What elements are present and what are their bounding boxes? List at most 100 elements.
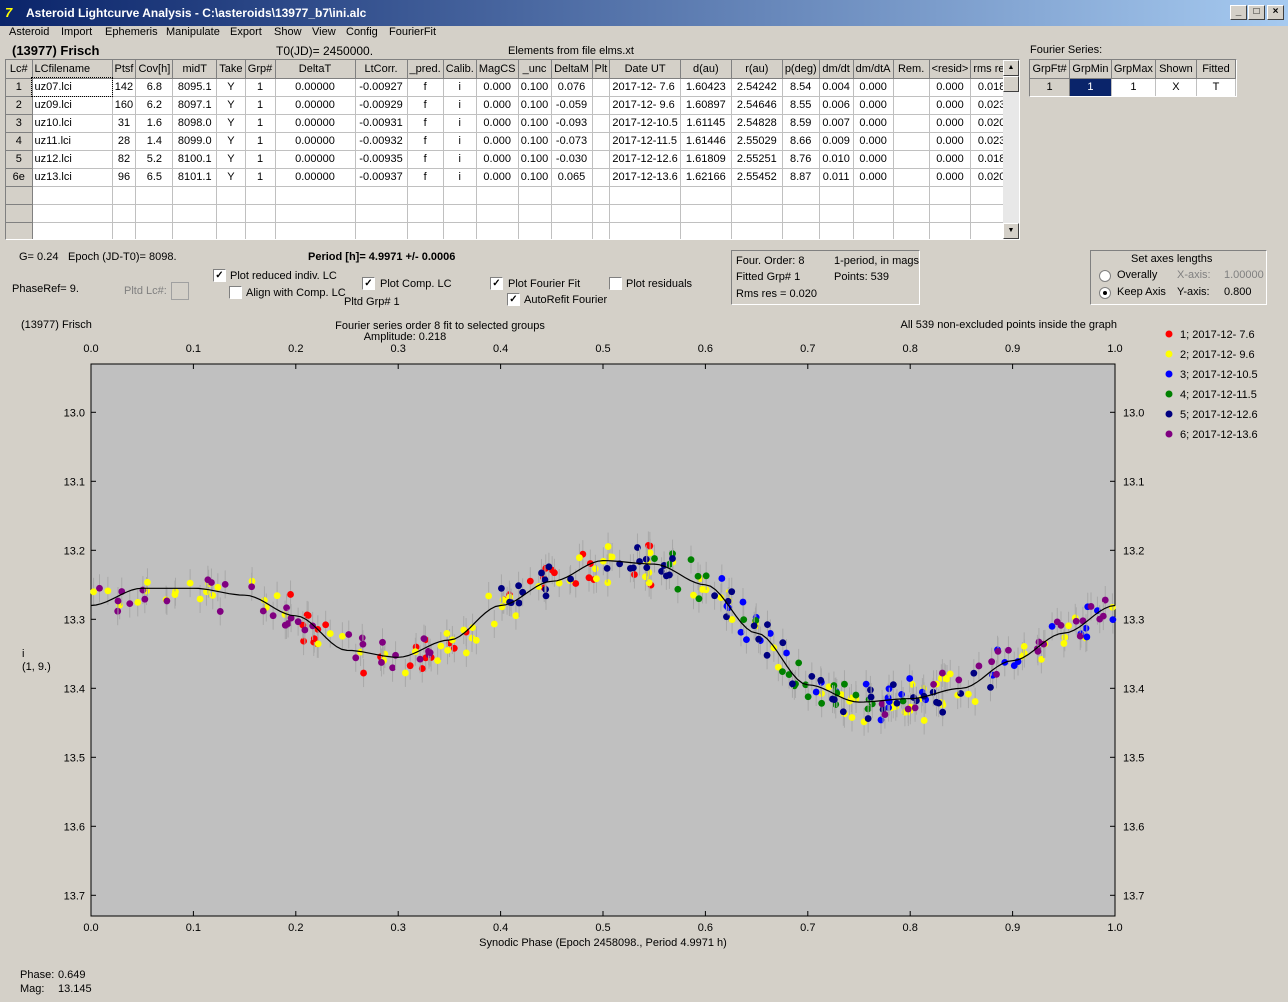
table-cell[interactable]: 1.61809 [680,150,732,169]
table-cell[interactable]: 0.00000 [275,78,356,97]
table-cell[interactable] [518,222,552,239]
table-cell[interactable]: 0.100 [518,114,552,133]
table-cell[interactable] [893,132,930,151]
table-cell[interactable]: -0.00932 [355,132,408,151]
table-cell[interactable]: 1 [245,132,276,151]
table-cell[interactable] [680,186,732,205]
table-cell[interactable]: 8095.1 [172,78,218,97]
column-header[interactable]: DeltaM [551,60,593,79]
table-cell[interactable]: 0.000 [853,132,894,151]
table-cell[interactable] [853,204,894,223]
row-header[interactable]: 6e [6,168,33,187]
table-cell[interactable]: 0.000 [476,96,519,115]
table-cell[interactable]: 2.54242 [731,78,783,97]
table-cell[interactable]: 0.00000 [275,150,356,169]
close-button[interactable]: × [1267,5,1284,20]
menu-config[interactable]: Config [346,26,378,38]
table-cell[interactable]: i [443,78,477,97]
table-cell[interactable]: 1 [245,150,276,169]
table-cell[interactable]: Y [216,132,246,151]
table-cell[interactable] [893,96,930,115]
table-cell[interactable]: 1 [245,114,276,133]
table-cell[interactable]: 8.59 [782,114,820,133]
table-cell[interactable] [245,204,276,223]
table-cell[interactable]: 0.065 [551,168,593,187]
column-header[interactable]: r(au) [731,60,783,79]
align-comp-checkbox[interactable] [229,286,242,299]
table-cell[interactable]: f [407,114,444,133]
plotted-lc-spinner[interactable] [171,282,189,300]
menu-ephemeris[interactable]: Ephemeris [105,26,158,38]
fourier-column-header[interactable]: GrpMin [1069,60,1112,79]
table-cell[interactable] [592,186,611,205]
table-cell[interactable]: 0.100 [518,78,552,97]
table-cell[interactable]: 1.61145 [680,114,732,133]
table-cell[interactable]: 0.000 [476,168,519,187]
table-cell[interactable] [172,204,218,223]
table-cell[interactable] [893,78,930,97]
table-cell[interactable]: 6.2 [135,96,174,115]
table-row[interactable]: 5 uz12.lci 82 5.2 8100.1 Y 1 0.00000 -0.00935 f i 0… [6,150,1013,169]
table-cell[interactable] [592,168,611,187]
table-cell[interactable] [407,222,444,239]
table-cell[interactable]: -0.00931 [355,114,408,133]
table-cell[interactable]: 5.2 [135,150,174,169]
table-cell[interactable]: 0.100 [518,132,552,151]
table-cell[interactable]: 0.000 [929,96,972,115]
table-cell[interactable] [135,186,174,205]
table-cell[interactable] [609,186,681,205]
column-header[interactable]: <resid> [929,60,972,79]
table-cell[interactable]: 2017-12-11.5 [609,132,681,151]
table-cell[interactable] [355,222,408,239]
table-cell[interactable]: 0.000 [476,114,519,133]
table-cell[interactable]: 0.00000 [275,114,356,133]
table-cell[interactable]: 0.00000 [275,96,356,115]
column-header[interactable]: rms res [970,60,1013,79]
table-cell[interactable]: f [407,96,444,115]
fourier-cell[interactable]: 1 [1069,78,1112,96]
table-cell[interactable]: 8101.1 [172,168,218,187]
table-row[interactable]: 4 uz11.lci 28 1.4 8099.0 Y 1 0.00000 -0.00932 f i 0… [6,132,1013,151]
table-cell[interactable]: 2.55029 [731,132,783,151]
table-cell[interactable]: 0.020 [970,168,1013,187]
y-axis-value[interactable]: 0.800 [1224,286,1252,298]
table-cell[interactable]: Y [216,114,246,133]
table-cell[interactable]: 0.000 [929,78,972,97]
table-cell[interactable] [443,222,477,239]
table-cell[interactable] [518,186,552,205]
table-cell[interactable] [893,186,930,205]
table-cell[interactable]: 0.000 [929,150,972,169]
table-cell[interactable] [476,186,519,205]
table-cell[interactable]: uz07.lci [31,77,113,97]
column-header[interactable]: MagCS [476,60,519,79]
table-cell[interactable] [216,204,246,223]
table-cell[interactable]: 2.54828 [731,114,783,133]
table-cell[interactable] [275,204,356,223]
fourier-cell[interactable]: T [1196,78,1236,96]
column-header[interactable]: Lc# [6,60,33,79]
table-cell[interactable]: 8.55 [782,96,820,115]
table-cell[interactable] [443,204,477,223]
fourier-cell[interactable]: X [1155,78,1197,96]
table-cell[interactable]: i [443,168,477,187]
table-cell[interactable]: -0.00927 [355,78,408,97]
table-cell[interactable] [819,222,854,239]
table-cell[interactable] [407,186,444,205]
column-header[interactable]: d(au) [680,60,732,79]
table-cell[interactable]: -0.093 [551,114,593,133]
column-header[interactable]: Plt [592,60,611,79]
autorefit-checkbox[interactable]: ✓ [507,293,520,306]
table-cell[interactable]: 1.61446 [680,132,732,151]
table-cell[interactable]: 0.00000 [275,168,356,187]
row-header[interactable]: 3 [6,114,33,133]
column-header[interactable]: Grp# [245,60,276,79]
table-cell[interactable] [853,186,894,205]
table-cell[interactable] [443,186,477,205]
table-row[interactable] [6,222,1013,239]
column-header[interactable]: midT [172,60,218,79]
table-cell[interactable]: 0.000 [929,114,972,133]
overally-radio[interactable] [1099,270,1111,282]
table-cell[interactable] [592,114,611,133]
menu-import[interactable]: Import [61,26,93,38]
table-cell[interactable]: -0.059 [551,96,593,115]
